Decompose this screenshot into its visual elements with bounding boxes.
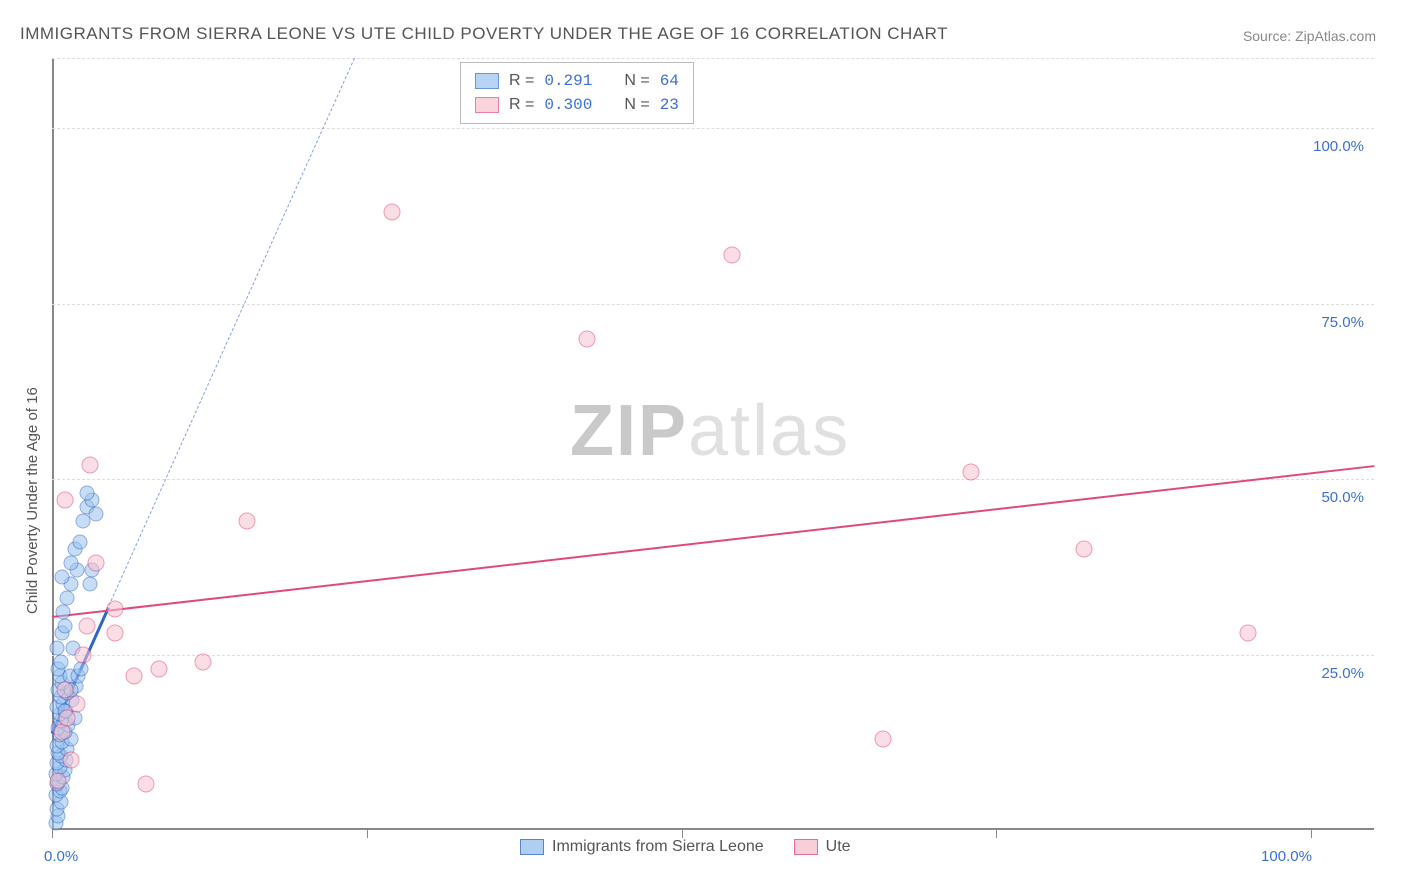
data-point [239, 513, 256, 530]
data-point [53, 654, 68, 669]
data-point [106, 625, 123, 642]
data-point [56, 681, 73, 698]
data-point [88, 555, 105, 572]
data-point [81, 457, 98, 474]
data-point [63, 556, 78, 571]
gridline [52, 655, 1374, 656]
y-tick-label: 50.0% [1304, 489, 1364, 506]
data-point [579, 330, 596, 347]
data-point [106, 600, 123, 617]
legend-swatch [475, 97, 499, 113]
data-point [195, 653, 212, 670]
legend-swatch [475, 73, 499, 89]
data-point [89, 507, 104, 522]
data-point [56, 605, 71, 620]
data-point [80, 486, 95, 501]
y-tick-label: 75.0% [1304, 314, 1364, 331]
gridline [52, 304, 1374, 305]
data-point [1240, 625, 1257, 642]
plot-area [52, 58, 1374, 830]
data-point [55, 570, 70, 585]
legend-swatch [520, 839, 544, 855]
x-tick [1311, 830, 1312, 838]
data-point [1076, 541, 1093, 558]
data-point [62, 751, 79, 768]
source-label: Source: ZipAtlas.com [1243, 28, 1376, 44]
data-point [50, 640, 65, 655]
gridline [52, 128, 1374, 129]
y-axis-label: Child Poverty Under the Age of 16 [24, 387, 41, 614]
chart-title: IMMIGRANTS FROM SIERRA LEONE VS UTE CHIL… [20, 24, 948, 44]
data-point [69, 695, 86, 712]
data-point [874, 730, 891, 747]
series-legend: Immigrants from Sierra Leone Ute [520, 838, 851, 856]
x-tick [52, 830, 53, 838]
data-point [59, 709, 76, 726]
data-point [82, 577, 97, 592]
data-point [383, 204, 400, 221]
data-point [56, 492, 73, 509]
data-point [963, 464, 980, 481]
x-tick [996, 830, 997, 838]
stats-legend-row: R =0.291N =64 [475, 69, 679, 93]
legend-swatch [794, 839, 818, 855]
data-point [75, 646, 92, 663]
x-tick [367, 830, 368, 838]
data-point [57, 619, 72, 634]
data-point [151, 660, 168, 677]
series-legend-item: Ute [794, 838, 851, 856]
data-point [60, 591, 75, 606]
data-point [138, 776, 155, 793]
x-tick-label: 100.0% [1261, 848, 1312, 865]
data-point [73, 661, 88, 676]
stats-legend-row: R =0.300N =23 [475, 93, 679, 117]
data-point [125, 667, 142, 684]
data-point [723, 246, 740, 263]
stats-legend: R =0.291N =64R =0.300N =23 [460, 62, 694, 124]
gridline [52, 58, 1374, 59]
series-legend-item: Immigrants from Sierra Leone [520, 838, 764, 856]
y-tick-label: 100.0% [1304, 138, 1364, 155]
y-tick-label: 25.0% [1304, 665, 1364, 682]
gridline [52, 479, 1374, 480]
x-tick [682, 830, 683, 838]
x-tick-label: 0.0% [44, 848, 78, 865]
data-point [79, 618, 96, 635]
data-point [72, 535, 87, 550]
data-point [50, 772, 67, 789]
